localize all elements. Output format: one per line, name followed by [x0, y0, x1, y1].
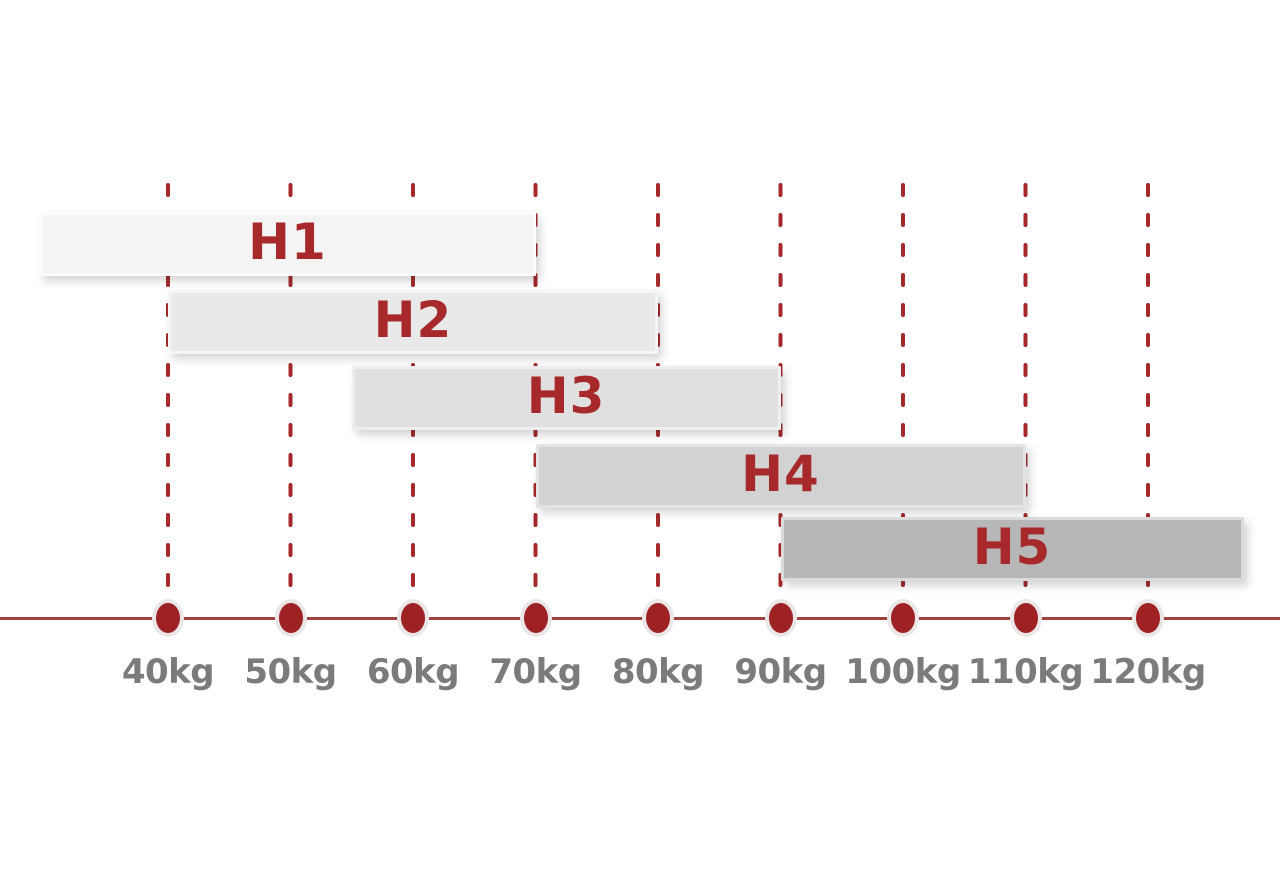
x-axis-line: [0, 617, 1280, 620]
axis-dot-80kg: [646, 603, 670, 633]
tick-label-40kg: 40kg: [121, 652, 215, 692]
bar-label-h1: H1: [248, 213, 327, 271]
firmness-bar-h3: H3: [351, 366, 781, 430]
firmness-bar-h5: H5: [780, 517, 1244, 581]
tick-label-110kg: 110kg: [967, 652, 1084, 692]
firmness-bar-h4: H4: [535, 444, 1026, 508]
tick-label-50kg: 50kg: [244, 652, 337, 692]
firmness-bar-h2: H2: [168, 290, 658, 354]
bar-label-h3: H3: [526, 367, 606, 425]
tick-label-120kg: 120kg: [1090, 652, 1206, 692]
tick-label-80kg: 80kg: [611, 652, 705, 692]
tick-label-60kg: 60kg: [366, 652, 460, 692]
tick-label-70kg: 70kg: [489, 652, 582, 692]
bar-label-h4: H4: [741, 445, 820, 503]
axis-dot-40kg: [156, 603, 180, 633]
axis-dot-110kg: [1013, 603, 1038, 633]
firmness-bar-h1: H1: [39, 212, 536, 276]
axis-dot-120kg: [1136, 603, 1160, 633]
axis-dot-90kg: [768, 603, 793, 633]
axis-dot-50kg: [278, 603, 303, 633]
axis-dot-60kg: [401, 603, 425, 633]
bar-label-h2: H2: [373, 291, 453, 349]
tick-label-100kg: 100kg: [845, 652, 961, 692]
axis-dot-70kg: [523, 603, 548, 633]
tick-label-90kg: 90kg: [734, 652, 827, 692]
bar-label-h5: H5: [972, 518, 1052, 576]
axis-dot-100kg: [891, 603, 915, 633]
